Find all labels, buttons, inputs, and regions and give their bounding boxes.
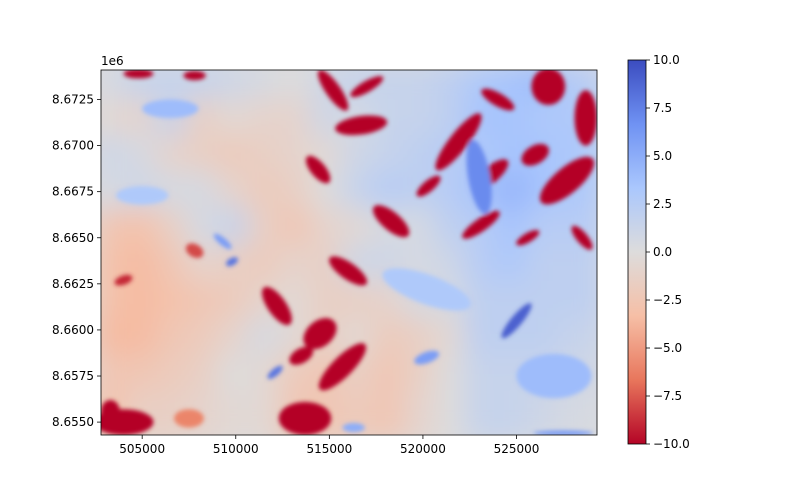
y-tick-label: 8.6675: [52, 185, 94, 199]
heatmap-feature: [213, 233, 232, 250]
heatmap-feature: [435, 113, 482, 171]
heatmap-feature: [183, 70, 206, 81]
colorbar-tick-label: −7.5: [653, 389, 682, 403]
heatmap-feature: [501, 303, 532, 339]
heatmap-feature: [142, 99, 199, 118]
colorbar-tick-label: 10.0: [653, 53, 680, 67]
heatmap-feature: [516, 353, 592, 399]
heatmap-feature: [466, 140, 492, 214]
heatmap-feature: [416, 175, 441, 197]
colorbar: 10.0 7.5 5.0 2.5 0.0 −2.5 −5.0 −7.5 −10.0: [627, 53, 690, 451]
plot-frame: [100, 69, 598, 436]
heatmap-feature: [305, 155, 331, 184]
heatmap-feature: [303, 318, 337, 350]
heatmap-feature: [185, 243, 204, 258]
heatmap-feature: [531, 70, 566, 106]
colorbar-tick-label: 7.5: [653, 101, 672, 115]
heatmap-feature: [372, 205, 410, 238]
heatmap-feature: [521, 143, 549, 166]
y-tick-label: 8.6650: [52, 231, 94, 245]
colorbar-tick-label: −5.0: [653, 341, 682, 355]
heatmap-feature: [318, 343, 367, 391]
heatmap-feature: [329, 256, 368, 286]
heatmap-feature: [289, 346, 314, 365]
heatmap-feature: [114, 274, 133, 286]
y-tick-label: 8.6700: [52, 139, 94, 153]
x-tick-label: 505000: [119, 442, 165, 456]
colorbar-tick-label: −2.5: [653, 293, 682, 307]
x-axis: 505000 510000 515000 520000 525000: [119, 435, 539, 456]
heatmap-features: [101, 70, 597, 435]
x-tick-label: 515000: [306, 442, 352, 456]
heatmap-feature: [342, 423, 365, 433]
heatmap-feature: [123, 70, 154, 79]
heatmap-feature: [173, 409, 204, 428]
heatmap-cell: [558, 390, 597, 435]
colorbar-ticks: 10.0 7.5 5.0 2.5 0.0 −2.5 −5.0 −7.5 −10.0: [646, 53, 690, 451]
heatmap-feature: [414, 350, 440, 365]
heatmap-feature: [533, 430, 594, 435]
heatmap-feature: [571, 225, 593, 250]
heatmap-feature: [226, 257, 238, 267]
colorbar-fill: [628, 60, 646, 444]
colorbar-tick-label: −10.0: [653, 437, 690, 451]
colorbar-tick-label: 2.5: [653, 197, 672, 211]
y-offset-label: 1e6: [101, 54, 124, 68]
heatmap-image: [101, 70, 597, 435]
heatmap-feature: [539, 156, 595, 205]
heatmap-feature: [350, 76, 384, 98]
y-tick-label: 8.6550: [52, 415, 94, 429]
x-tick-label: 520000: [400, 442, 446, 456]
y-tick-label: 8.6625: [52, 277, 94, 291]
heatmap-feature: [278, 401, 332, 435]
heatmap-feature: [101, 399, 120, 423]
heatmap-feature: [516, 230, 540, 246]
heatmap-feature: [574, 90, 597, 146]
x-tick-label: 525000: [494, 442, 540, 456]
colorbar-tick-label: 5.0: [653, 149, 672, 163]
heatmap-feature: [267, 365, 283, 379]
y-tick-label: 8.6600: [52, 323, 94, 337]
heatmap-feature: [462, 210, 500, 239]
heatmap-feature: [382, 268, 471, 311]
heatmap-feature: [317, 70, 349, 111]
x-tick-label: 510000: [213, 442, 259, 456]
heatmap-feature: [335, 115, 388, 136]
heatmap-feature: [115, 186, 169, 205]
colorbar-tick-label: 0.0: [653, 245, 672, 259]
heatmap-feature: [262, 286, 292, 326]
y-axis: 8.6550 8.6575 8.6600 8.6625 8.6650 8.6675 8.67…: [52, 92, 101, 429]
y-tick-label: 8.6725: [52, 92, 94, 106]
y-tick-label: 8.6575: [52, 369, 94, 383]
heatmap-feature: [481, 88, 515, 111]
heatmap-background-cells: [101, 70, 597, 435]
